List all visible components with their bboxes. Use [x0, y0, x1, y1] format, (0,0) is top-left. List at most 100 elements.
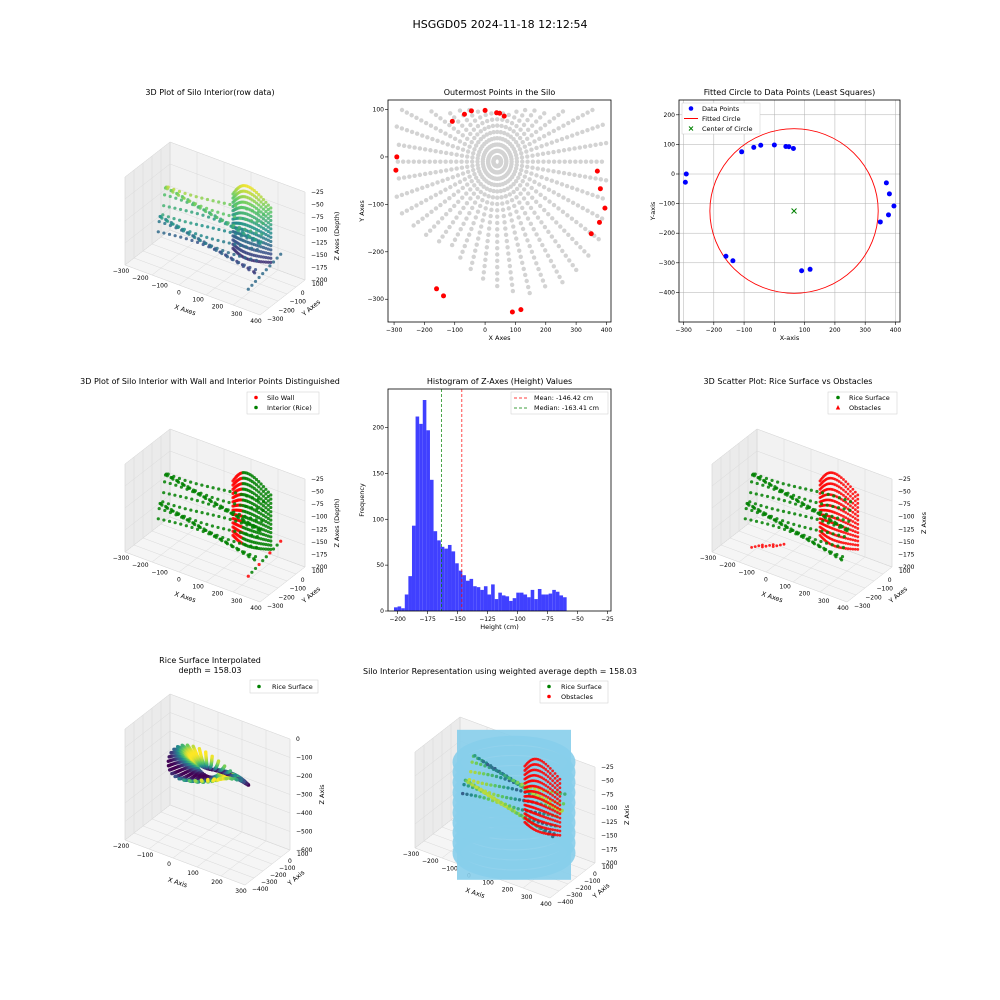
grey-point	[474, 242, 479, 247]
grey-point	[515, 242, 520, 247]
grey-point	[514, 186, 520, 192]
grey-point	[561, 123, 566, 128]
rice-point	[776, 480, 780, 484]
rice-point	[771, 496, 775, 500]
p4-interior-point	[254, 518, 258, 522]
surface-point	[193, 778, 197, 783]
p4-interior-point	[173, 493, 177, 497]
grey-point	[522, 107, 528, 113]
obstacle-point	[851, 515, 855, 519]
grey-point	[547, 199, 552, 204]
rice-point	[764, 512, 768, 516]
rice-point	[823, 516, 828, 520]
grey-point	[451, 126, 457, 131]
grey-point	[414, 187, 420, 192]
grey-point	[475, 159, 480, 164]
hist-bar	[491, 584, 495, 611]
surface-point	[199, 778, 204, 782]
grey-point	[443, 229, 449, 235]
grey-point	[443, 150, 449, 156]
surface-point	[204, 750, 208, 754]
grey-point	[567, 147, 572, 152]
grey-point	[471, 254, 476, 259]
grey-point	[452, 203, 457, 209]
grey-point	[440, 140, 445, 145]
hist-bar	[541, 594, 546, 611]
grey-point	[475, 186, 480, 192]
p4-edge-point	[271, 547, 276, 551]
p1-interior-point	[260, 232, 264, 236]
obstacle-point	[558, 816, 562, 820]
p4-interior-point	[259, 527, 263, 531]
p4-interior-point	[220, 539, 224, 543]
grey-point	[520, 260, 525, 266]
x-tick-label: −125	[479, 616, 496, 623]
p4-interior-point	[237, 512, 241, 516]
hist-bar	[401, 608, 405, 611]
y-axis-label: Frequency	[358, 483, 366, 517]
p4-interior-point	[260, 519, 264, 523]
grey-point	[481, 212, 487, 217]
p4-edge-point	[261, 559, 265, 563]
hist-bar	[397, 606, 402, 611]
y-tick-label: −100	[279, 865, 296, 872]
x-tick-label: 100	[482, 880, 494, 887]
obstacle-point	[856, 493, 860, 497]
p1-wall-point	[261, 236, 266, 240]
p1-wall-point	[269, 239, 273, 244]
grid-line	[711, 551, 848, 603]
rice-surface-point	[486, 797, 491, 801]
p4-interior-point	[171, 509, 175, 513]
grey-point	[520, 159, 525, 164]
p1-interior-point	[189, 193, 193, 197]
p1-interior-point	[248, 235, 252, 239]
p4-interior-point	[173, 521, 177, 525]
grey-point	[433, 206, 439, 211]
grey-point	[583, 159, 589, 164]
p1-wall-point	[266, 207, 270, 212]
p1-wall-point	[266, 203, 270, 207]
grey-point	[468, 187, 473, 192]
p1-interior-point	[221, 212, 226, 216]
obstacle-point	[839, 535, 843, 539]
obstacle-point	[544, 800, 548, 803]
grey-point	[429, 209, 434, 215]
p4-wall-point	[257, 500, 261, 504]
grey-point	[509, 197, 515, 203]
p1-wall-point	[266, 234, 270, 238]
p1-interior-point	[239, 234, 243, 238]
grey-point	[567, 258, 572, 263]
grey-point	[495, 245, 500, 251]
obstacle-point	[846, 532, 850, 536]
z-tick-label: −200	[898, 564, 915, 571]
obstacle-point	[544, 816, 548, 819]
grey-point	[530, 165, 535, 170]
x-tick-label: 200	[829, 327, 841, 334]
outermost-point	[468, 108, 474, 114]
grid-line	[124, 472, 171, 509]
obstacle-point	[844, 495, 848, 499]
grey-point	[483, 251, 489, 256]
grey-point	[514, 159, 520, 164]
grey-point	[541, 184, 547, 190]
grid-line	[151, 526, 198, 563]
grey-point	[603, 140, 609, 146]
z-tick-label: −175	[601, 846, 618, 853]
obstacle-point	[844, 500, 848, 504]
p1-edge-point	[279, 252, 283, 256]
obstacle-point	[764, 544, 768, 548]
grey-point	[583, 226, 588, 232]
p4-interior-point	[172, 503, 176, 508]
rice-point	[847, 519, 851, 523]
x-tick-label: −200	[706, 327, 723, 334]
data-point	[799, 268, 805, 274]
data-point	[786, 144, 792, 150]
p4-wall-point	[269, 518, 273, 522]
p4-wall-point	[261, 532, 266, 537]
hist-bar	[444, 548, 448, 611]
p4-interior-point	[237, 547, 241, 552]
hist-bar	[483, 586, 488, 611]
p1-wall-point	[266, 260, 270, 264]
p1-interior-point	[177, 225, 181, 229]
x-tick-label: −200	[132, 562, 149, 569]
